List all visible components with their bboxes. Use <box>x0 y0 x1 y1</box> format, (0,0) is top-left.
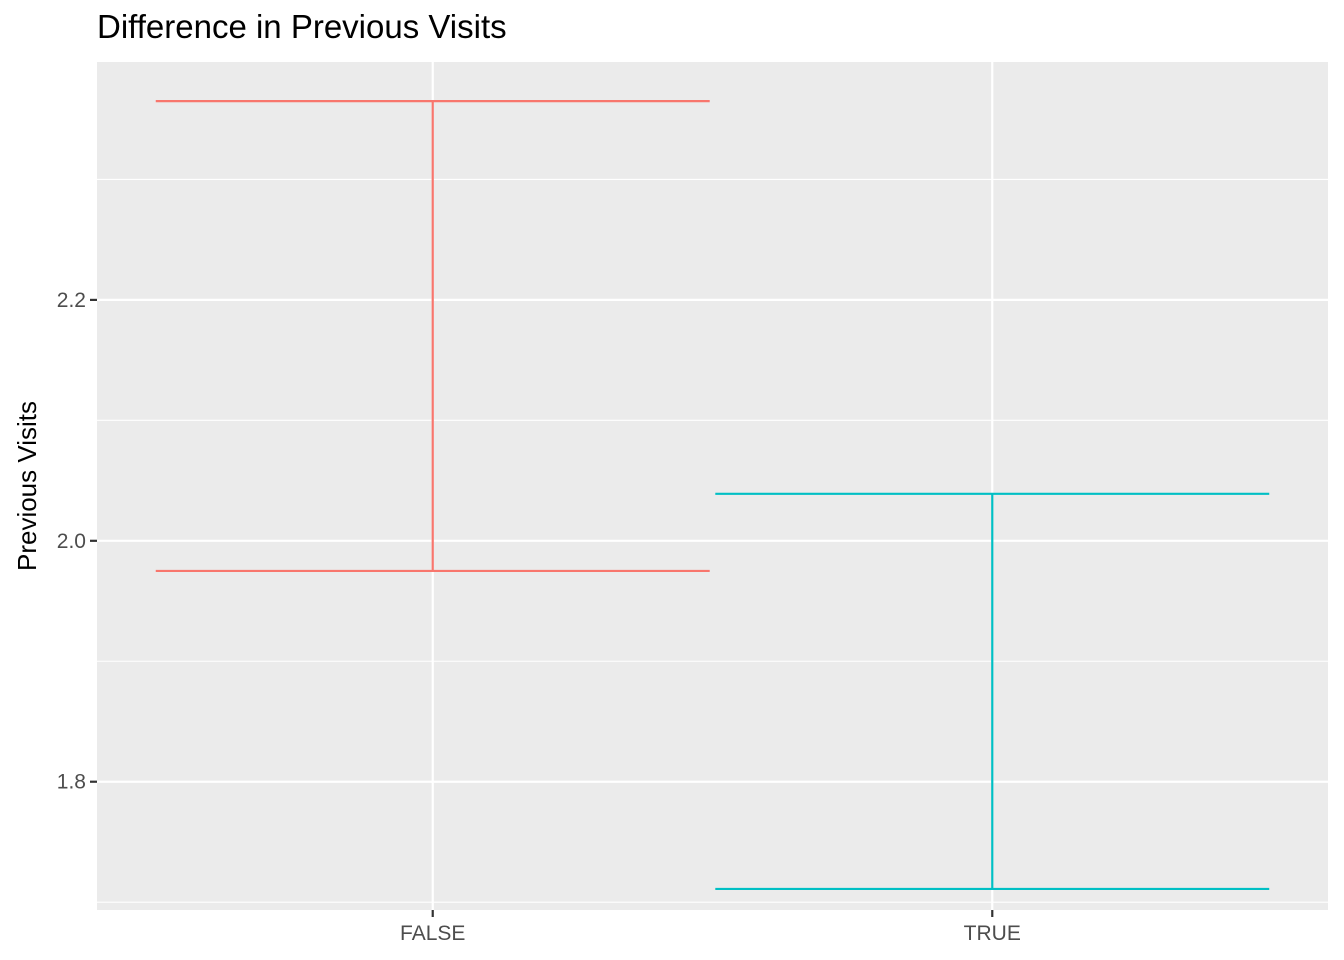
y-tick-label: 2.0 <box>57 530 86 553</box>
errorbar-true <box>715 492 1270 891</box>
y-tick-label: 2.2 <box>57 289 86 312</box>
minor-gridlines <box>97 178 1328 903</box>
plot-panel <box>97 62 1328 910</box>
x-tick-label: TRUE <box>964 922 1021 945</box>
errorbars <box>155 100 1270 891</box>
x-axis: FALSE TRUE <box>400 910 1021 945</box>
chart-title: Difference in Previous Visits <box>97 8 507 45</box>
errorbar-false <box>155 100 710 573</box>
y-axis-title: Previous Visits <box>12 401 42 571</box>
x-tick-label: FALSE <box>400 922 465 945</box>
y-tick-label: 1.8 <box>57 771 86 794</box>
y-axis: 1.8 2.0 2.2 <box>57 289 97 794</box>
